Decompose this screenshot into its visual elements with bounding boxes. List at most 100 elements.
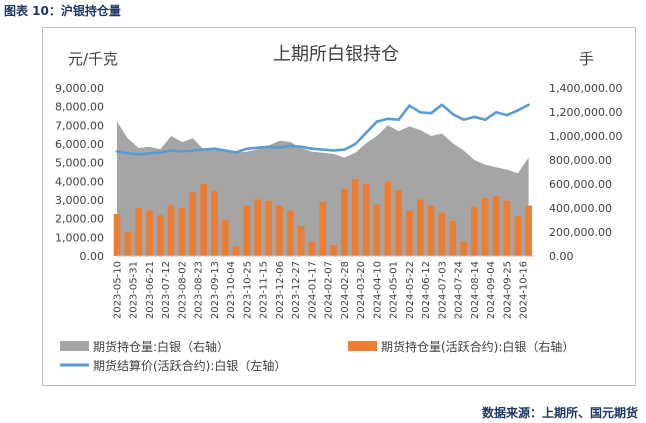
active-contract-bar	[395, 190, 402, 256]
settlement-price-point	[267, 145, 270, 149]
right-axis-tick-label: 0.00	[549, 250, 574, 263]
settlement-price-point	[148, 152, 151, 155]
x-axis-tick-label: 2024-02-28	[340, 261, 351, 319]
right-axis-tick-label: 1,000,000.00	[549, 130, 622, 143]
settlement-price-point	[505, 113, 509, 117]
x-axis-tick-label: 2024-01-17	[308, 261, 319, 319]
x-axis-tick-label: 2023-05-10	[113, 261, 124, 319]
figure-caption: 图表 10：沪银持仓量	[4, 4, 121, 18]
active-contract-bar	[427, 205, 435, 256]
active-contract-bar	[243, 205, 251, 256]
active-contract-bar	[135, 208, 142, 256]
left-axis-tick-label: 9,000.00	[55, 82, 104, 95]
settlement-price-point	[364, 131, 368, 135]
right-axis-tick-label: 1,200,000.00	[549, 106, 622, 119]
settlement-price-point	[169, 149, 173, 152]
settlement-price-point	[224, 149, 227, 152]
active-contract-bar	[222, 220, 229, 256]
x-axis-tick-label: 2023-06-21	[145, 261, 156, 319]
settlement-price-point	[234, 151, 238, 154]
x-axis-tick-label: 2023-10-25	[243, 261, 254, 319]
settlement-price-point	[386, 117, 390, 121]
settlement-price-point	[180, 150, 184, 153]
active-contract-bar	[178, 208, 186, 256]
right-axis-unit: 手	[579, 50, 594, 68]
left-axis-tick-label: 8,000.00	[55, 101, 104, 114]
active-contract-bar	[503, 200, 511, 256]
x-axis-tick-label: 2024-04-10	[372, 261, 383, 319]
active-contract-bar	[373, 204, 381, 256]
x-axis-tick-label: 2024-06-12	[421, 261, 432, 319]
settlement-price-point	[289, 144, 292, 148]
settlement-price-point	[278, 146, 281, 149]
settlement-price-point	[137, 153, 140, 156]
active-contract-bar	[297, 226, 305, 256]
settlement-price-point	[299, 145, 303, 149]
settlement-price-point	[126, 152, 130, 155]
source-note: 数据来源：上期所、国元期货	[481, 406, 638, 420]
x-axis-tick-label: 2023-05-31	[129, 261, 140, 319]
active-contract-bar	[167, 205, 175, 256]
active-contract-bar	[265, 200, 272, 256]
settlement-price-point	[516, 109, 520, 112]
settlement-price-point	[462, 118, 465, 121]
active-contract-bar	[525, 205, 532, 256]
x-axis-tick-label: 2024-05-22	[405, 261, 416, 319]
settlement-price-line-layer	[115, 103, 530, 156]
left-axis-tick-label: 7,000.00	[55, 119, 104, 132]
x-axis-tick-label: 2024-02-07	[324, 261, 335, 319]
settlement-price-point	[397, 118, 400, 121]
active-contract-bar	[384, 181, 392, 256]
settlement-price-point	[408, 104, 411, 107]
x-axis-tick-label: 2024-10-16	[519, 261, 530, 319]
x-axis-tick-label: 2024-03-20	[356, 261, 367, 319]
active-contract-bar	[417, 199, 424, 256]
active-contract-bar	[113, 214, 121, 256]
settlement-price-point	[429, 111, 433, 115]
settlement-price-point	[245, 147, 249, 150]
left-axis-tick-label: 4,000.00	[55, 175, 104, 188]
active-contract-bar	[146, 210, 153, 256]
active-contract-bar	[514, 216, 521, 256]
settlement-price-point	[494, 111, 498, 114]
active-contract-bar	[124, 232, 132, 256]
chart-title: 上期所白银持仓	[273, 44, 399, 65]
settlement-price-point	[354, 142, 357, 146]
x-axis-tick-label: 2023-10-04	[226, 261, 237, 319]
left-axis-tick-label: 5,000.00	[55, 157, 104, 170]
active-contract-bar	[352, 179, 359, 256]
legend-swatch	[348, 341, 377, 351]
active-contract-bar	[287, 210, 294, 256]
right-axis-tick-label: 200,000.00	[549, 226, 612, 239]
x-axis-tick-label: 2023-12-06	[275, 261, 286, 319]
x-axis-tick-label: 2023-11-15	[259, 261, 270, 319]
active-contract-bar	[319, 202, 327, 256]
settlement-price-point	[440, 103, 444, 107]
active-contract-bar	[492, 196, 500, 256]
settlement-price-point	[343, 148, 346, 151]
settlement-price-point	[159, 151, 162, 154]
active-contract-bar	[232, 246, 240, 256]
settlement-price-point	[310, 147, 314, 150]
x-axis-tick-label: 2023-09-13	[210, 261, 221, 319]
active-contract-bar	[481, 198, 489, 256]
left-axis-tick-label: 1,000.00	[55, 231, 104, 244]
x-axis-tick-label: 2023-12-27	[291, 261, 302, 319]
active-contract-bar	[460, 241, 467, 256]
x-axis-tick-label: 2024-07-24	[454, 261, 465, 319]
active-contract-bar	[406, 210, 413, 256]
x-axis-tick-label: 2023-08-02	[178, 261, 189, 319]
settlement-price-point	[115, 150, 119, 153]
active-contract-bar	[200, 184, 207, 256]
legend-label: 期货持仓量(活跃合约):白银（右轴）	[381, 339, 574, 354]
axis-layer: 9,000.00 8,000.00 7,000.00 6,000.00 5,000.00…	[55, 82, 622, 319]
active-contract-bar-layer	[113, 179, 532, 256]
settlement-price-point	[419, 111, 422, 114]
legend: 期货持仓量:白银（右轴） 期货持仓量(活跃合约):白银（右轴） 期货结算价(活跃合约…	[60, 339, 574, 373]
x-axis-tick-label: 2024-07-03	[437, 261, 448, 319]
settlement-price-point	[321, 148, 325, 151]
active-contract-bar	[362, 184, 370, 256]
active-contract-bar	[157, 215, 164, 256]
left-axis-tick-label: 6,000.00	[55, 138, 104, 151]
